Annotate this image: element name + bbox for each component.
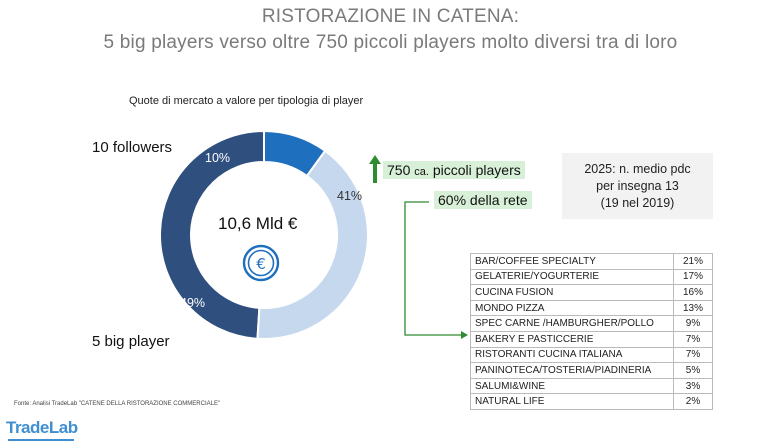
table-row: GELATERIE/YOGURTERIE 17%	[470, 268, 713, 286]
segment-share: 21%	[673, 253, 713, 270]
table-row: CUCINA FUSION 16%	[470, 284, 713, 301]
segment-name: BAKERY E PASTICCERIE	[470, 330, 674, 348]
donut-slice-0	[159, 129, 265, 340]
euro-coin-icon: €	[242, 244, 280, 282]
segment-share: 9%	[673, 315, 713, 332]
table-row: SALUMI&WINE 3%	[470, 377, 713, 395]
donut-label-1: 10%	[205, 151, 230, 165]
chart-subtitle: Quote di mercato a valore per tipologia …	[129, 95, 364, 107]
table-row: SPEC CARNE /HAMBURGHER/POLLO 9%	[470, 315, 713, 332]
info-line-3: (19 nel 2019)	[600, 196, 675, 210]
svg-text:€: €	[256, 255, 266, 273]
table-row: BAR/COFFEE SPECIALTY 21%	[470, 253, 713, 270]
table-row: BAKERY E PASTICCERIE 7%	[470, 330, 713, 348]
segment-name: RISTORANTI CUCINA ITALIANA	[470, 346, 674, 364]
big-player-label: 5 big player	[92, 333, 170, 350]
title-line-1: RISTORAZIONE IN CATENA:	[261, 6, 520, 27]
tradelab-logo: TradeLab	[6, 418, 78, 437]
segment-share: 13%	[673, 299, 713, 317]
info-line-1: 2025: n. medio pdc	[584, 162, 691, 176]
segment-share: 7%	[673, 346, 713, 364]
donut-center-value: 10,6 Mld €	[218, 214, 298, 233]
segment-share: 5%	[673, 362, 713, 379]
table-row: PANINOTECA/TOSTERIA/PIADINERIA 5%	[470, 362, 713, 379]
segment-share: 16%	[673, 284, 713, 301]
segment-name: CUCINA FUSION	[470, 284, 674, 301]
info-box: 2025: n. medio pdc per insegna 13 (19 ne…	[562, 153, 713, 219]
segment-name: MONDO PIZZA	[470, 299, 674, 317]
table-row: RISTORANTI CUCINA ITALIANA 7%	[470, 346, 713, 364]
segment-share: 2%	[673, 393, 713, 410]
segment-share: 7%	[673, 330, 713, 348]
source-note: Fonte: Analisi TradeLab "CATENE DELLA RI…	[14, 401, 221, 407]
segment-name: SPEC CARNE /HAMBURGHER/POLLO	[470, 315, 674, 332]
network-share-callout: 60% della rete	[434, 191, 532, 209]
donut-slice-2	[256, 149, 369, 340]
up-arrow-icon	[369, 155, 381, 183]
segment-table: BAR/COFFEE SPECIALTY 21% GELATERIE/YOGURTE…	[470, 253, 713, 410]
table-row: NATURAL LIFE 2%	[470, 393, 713, 410]
logo-underline	[8, 439, 74, 441]
segment-name: PANINOTECA/TOSTERIA/PIADINERIA	[470, 362, 674, 379]
donut-label-0: 49%	[180, 296, 205, 310]
table-row: MONDO PIZZA 13%	[470, 299, 713, 317]
donut-label-2: 41%	[337, 189, 362, 203]
segment-name: SALUMI&WINE	[470, 377, 674, 395]
followers-label: 10 followers	[92, 139, 173, 156]
segment-name: BAR/COFFEE SPECIALTY	[470, 253, 674, 270]
info-line-2: per insegna 13	[596, 179, 679, 193]
segment-name: NATURAL LIFE	[470, 393, 674, 410]
segment-share: 17%	[673, 268, 713, 286]
title-line-2: 5 big players verso oltre 750 piccoli pl…	[103, 32, 678, 53]
segment-share: 3%	[673, 377, 713, 395]
small-players-callout: 750 ca. piccoli players	[383, 161, 525, 179]
segment-name: GELATERIE/YOGURTERIE	[470, 268, 674, 286]
